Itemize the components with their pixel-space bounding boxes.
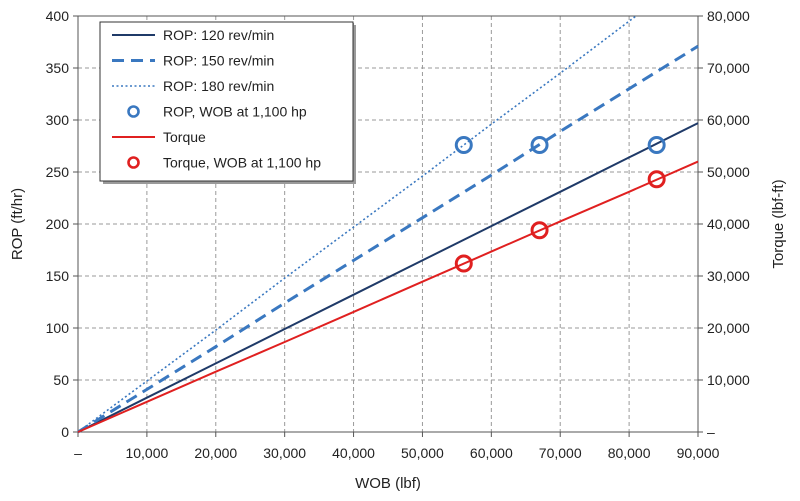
y-axis-title: ROP (ft/hr) (9, 188, 26, 260)
y2-tick-label: 30,000 (707, 268, 750, 284)
y-tick-label: 300 (46, 112, 70, 128)
rop-wob-at-1-100-hp-marker (530, 135, 549, 154)
legend-swatch-marker (127, 156, 140, 169)
rop-180-rev-min-line (77, 15, 637, 433)
rop-150-rev-min-line (77, 44, 699, 434)
y2-tick-label: 60,000 (707, 112, 750, 128)
x-tick-label: 20,000 (194, 445, 237, 461)
y-tick-label: 400 (46, 8, 70, 24)
y-tick-label: 200 (46, 216, 70, 232)
y-tick-label: 100 (46, 320, 70, 336)
axis-ticks (73, 15, 703, 437)
x-tick-label: 80,000 (608, 445, 651, 461)
y2-tick-label: 20,000 (707, 320, 750, 336)
torque-wob-at-1-100-hp-marker (454, 254, 473, 273)
x-tick-label: 40,000 (332, 445, 375, 461)
rop-120-rev-min-line (77, 122, 699, 433)
x-tick-label: 90,000 (677, 445, 720, 461)
y2-tick-label: 80,000 (707, 8, 750, 24)
legend-label: Torque (163, 129, 206, 145)
tick-labels: – 10,000 20,000 30,000 40,000 50,000 60,000 70,… (46, 8, 750, 461)
y2-axis-title: Torque (lbf-ft) (770, 179, 787, 268)
y2-tick-label: – (707, 424, 715, 440)
y2-tick-label: 50,000 (707, 164, 750, 180)
legend: ROP: 120 rev/min ROP: 150 rev/min ROP: 180… (99, 21, 356, 184)
x-tick-label: 10,000 (125, 445, 168, 461)
rop-wob-at-1-100-hp-marker (647, 135, 666, 154)
series-layer (77, 15, 699, 434)
x-tick-label: 70,000 (539, 445, 582, 461)
y2-tick-label: 70,000 (707, 60, 750, 76)
y-tick-label: 250 (46, 164, 70, 180)
torque-wob-at-1-100-hp-marker (647, 170, 666, 189)
legend-label: ROP: 150 rev/min (163, 53, 274, 69)
torque-line (77, 160, 699, 433)
x-tick-label: 60,000 (470, 445, 513, 461)
y-tick-label: 150 (46, 268, 70, 284)
legend-box (99, 21, 354, 182)
legend-label: ROP: 120 rev/min (163, 27, 274, 43)
grid (78, 16, 698, 432)
y-tick-label: 50 (53, 372, 69, 388)
torque-wob-at-1-100-hp-marker (530, 221, 549, 240)
x-tick-label: 50,000 (401, 445, 444, 461)
legend-label: ROP: 180 rev/min (163, 78, 274, 94)
legend-swatch-marker (127, 105, 140, 118)
x-tick-label: – (74, 445, 82, 461)
y2-tick-label: 40,000 (707, 216, 750, 232)
legend-label: Torque, WOB at 1,100 hp (163, 155, 321, 171)
legend-label: ROP, WOB at 1,100 hp (163, 104, 307, 120)
x-tick-label: 30,000 (263, 445, 306, 461)
y-tick-label: 350 (46, 60, 70, 76)
x-axis-title: WOB (lbf) (355, 475, 421, 492)
rop-wob-at-1-100-hp-marker (454, 135, 473, 154)
y2-tick-label: 10,000 (707, 372, 750, 388)
y-tick-label: 0 (61, 424, 69, 440)
